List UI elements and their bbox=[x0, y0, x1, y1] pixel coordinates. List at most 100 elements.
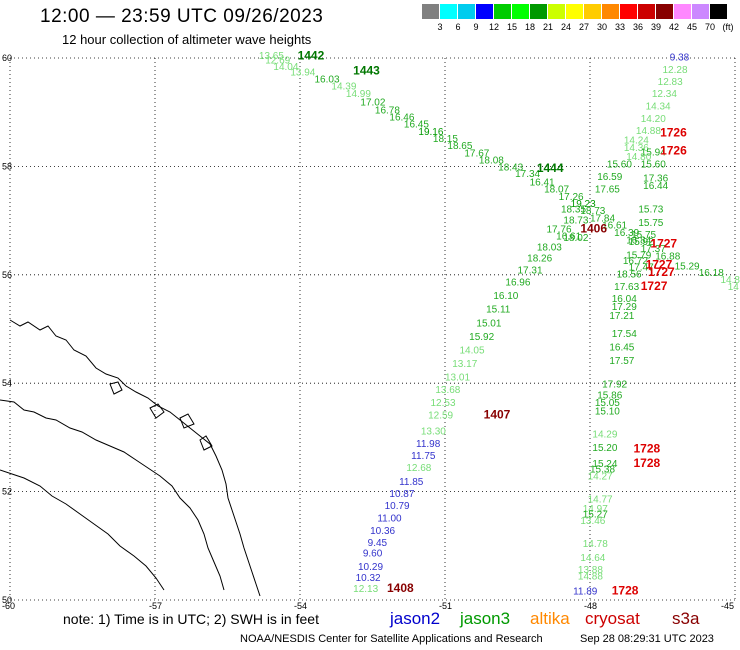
wave-height-value: 13.88 bbox=[578, 565, 603, 576]
wave-height-value: 16.04 bbox=[612, 294, 637, 305]
wave-height-value: 14.05 bbox=[460, 345, 485, 356]
satellite-name: jason2 bbox=[390, 609, 441, 628]
wave-height-value: 14.39 bbox=[331, 81, 356, 92]
wave-height-value: 12.83 bbox=[658, 77, 683, 88]
coastline-south bbox=[0, 469, 165, 591]
pass-time-label: 1728 bbox=[634, 442, 661, 456]
wave-height-value: 9.45 bbox=[368, 538, 388, 549]
wave-height-value: 15.60 bbox=[641, 159, 666, 170]
legend-swatch bbox=[494, 4, 511, 19]
wave-height-value: 14.99 bbox=[346, 89, 371, 100]
wave-height-value: 18.15 bbox=[433, 134, 458, 145]
pass-time-label: 1726 bbox=[660, 126, 687, 140]
wave-height-value: 9.38 bbox=[670, 53, 690, 64]
wave-height-value: 15.73 bbox=[638, 204, 663, 215]
wave-height-value: 11.85 bbox=[399, 477, 424, 488]
wave-height-value: 17.57 bbox=[609, 356, 634, 367]
wave-height-value: 14.8 bbox=[721, 275, 740, 286]
wave-height-value: 16.03 bbox=[315, 74, 340, 85]
wave-height-value: 12.68 bbox=[406, 463, 431, 474]
lon-label: -57 bbox=[149, 601, 162, 611]
wave-height-value: 10.79 bbox=[385, 501, 410, 512]
wave-height-value: 15.20 bbox=[592, 443, 617, 454]
wave-height-value: 14.64 bbox=[580, 553, 605, 564]
legend-label: 18 bbox=[524, 22, 535, 32]
wave-height-value: 17.76 bbox=[547, 225, 572, 236]
wave-height-value: 15.94 bbox=[641, 148, 666, 159]
lon-label: -48 bbox=[584, 601, 597, 611]
wave-height-value: 14.36 bbox=[624, 143, 649, 154]
wave-height-value: 17.29 bbox=[612, 302, 637, 313]
legend-swatch bbox=[566, 4, 583, 19]
pass-time-label: 1727 bbox=[641, 279, 668, 293]
wave-height-value: 14.29 bbox=[592, 429, 617, 440]
wave-height-value: 10.29 bbox=[358, 562, 383, 573]
wave-height-value: 14.27 bbox=[588, 472, 613, 483]
wave-height-value: 14.97 bbox=[583, 504, 608, 515]
coastline-island-4 bbox=[109, 381, 123, 395]
legend-swatch bbox=[620, 4, 637, 19]
wave-height-value: 12.59 bbox=[428, 410, 453, 421]
wave-height-value: 14.78 bbox=[583, 539, 608, 550]
coastline-island-1 bbox=[149, 403, 165, 419]
legend-swatch bbox=[476, 4, 493, 19]
pass-time-label: 1444 bbox=[537, 161, 564, 175]
lat-label: 58 bbox=[2, 161, 12, 171]
legend-swatch bbox=[548, 4, 565, 19]
legend-swatch bbox=[422, 4, 439, 19]
lat-label: 54 bbox=[2, 378, 12, 388]
wave-height-value: 14.34 bbox=[646, 101, 671, 112]
wave-height-value: 12.69 bbox=[265, 55, 290, 66]
footer-timestamp: Sep 28 08:29:31 UTC 2023 bbox=[580, 633, 714, 645]
wave-height-value: 14.04 bbox=[273, 62, 298, 73]
wave-height-value: 12.34 bbox=[652, 89, 677, 100]
wave-height-value: 15.38 bbox=[590, 465, 615, 476]
wave-height-value: 16.44 bbox=[643, 181, 668, 192]
wave-height-value: 16.61 bbox=[602, 221, 627, 232]
coastline-inner-bay bbox=[0, 399, 225, 591]
pass-time-label: 1443 bbox=[353, 63, 380, 77]
wave-height-value: 18.35 bbox=[561, 204, 586, 215]
wave-height-value: 15.10 bbox=[595, 407, 620, 418]
wave-height-value: 14.77 bbox=[588, 494, 613, 505]
wave-height-value: 17.63 bbox=[614, 282, 639, 293]
wave-height-value: 17.31 bbox=[518, 266, 543, 277]
wave-height-value: 15.01 bbox=[476, 318, 501, 329]
lat-label: 60 bbox=[2, 53, 12, 63]
wave-height-value: 14.88 bbox=[578, 571, 603, 582]
wave-height-value: 16.84 bbox=[626, 235, 651, 246]
track-observations: 13.6512.6914.0413.9416.0314.3914.9917.02… bbox=[259, 49, 740, 598]
pass-time-label: 1408 bbox=[387, 581, 414, 595]
wave-height-value: 13.30 bbox=[421, 427, 446, 438]
legend-swatch bbox=[710, 4, 727, 19]
legend-label: 15 bbox=[506, 22, 517, 32]
lon-label: -51 bbox=[439, 601, 452, 611]
satellite-name: altika bbox=[530, 609, 570, 628]
wave-height-value: 13.01 bbox=[445, 372, 470, 383]
wave-height-value: 16.96 bbox=[505, 278, 530, 289]
legend-label: 33 bbox=[614, 22, 625, 32]
wave-height-value: 9.60 bbox=[363, 549, 383, 560]
wave-height-value: 16.18 bbox=[699, 268, 724, 279]
coastline-island-2 bbox=[179, 413, 195, 429]
map-grid bbox=[9, 57, 736, 601]
wave-height-value: 15.75 bbox=[638, 218, 663, 229]
legend-swatch bbox=[440, 4, 457, 19]
satellite-name: s3a bbox=[672, 609, 700, 628]
legend-label: 42 bbox=[668, 22, 679, 32]
wave-height-value: 13.94 bbox=[290, 67, 315, 78]
wave-height-value: 10.36 bbox=[370, 526, 395, 537]
lat-label: 56 bbox=[2, 270, 12, 280]
wave-height-value: 16.88 bbox=[655, 252, 680, 263]
wave-height-value: 15.92 bbox=[629, 237, 654, 248]
coastline-labrador bbox=[9, 319, 261, 597]
legend-label: 6 bbox=[455, 22, 461, 32]
pass-time-label: 1407 bbox=[484, 407, 511, 421]
axis-labels: 60 58 56 54 52 50-60 -57 -54 -51 -48 -45 bbox=[2, 53, 734, 611]
wave-height-value: 16.46 bbox=[389, 112, 414, 123]
wave-height-value: 11.00 bbox=[377, 513, 402, 524]
lat-label: 50 bbox=[2, 595, 12, 605]
wave-height-value: 18.43 bbox=[498, 163, 523, 174]
wave-height-value: 19.23 bbox=[571, 199, 596, 210]
legend-label: 30 bbox=[596, 22, 607, 32]
